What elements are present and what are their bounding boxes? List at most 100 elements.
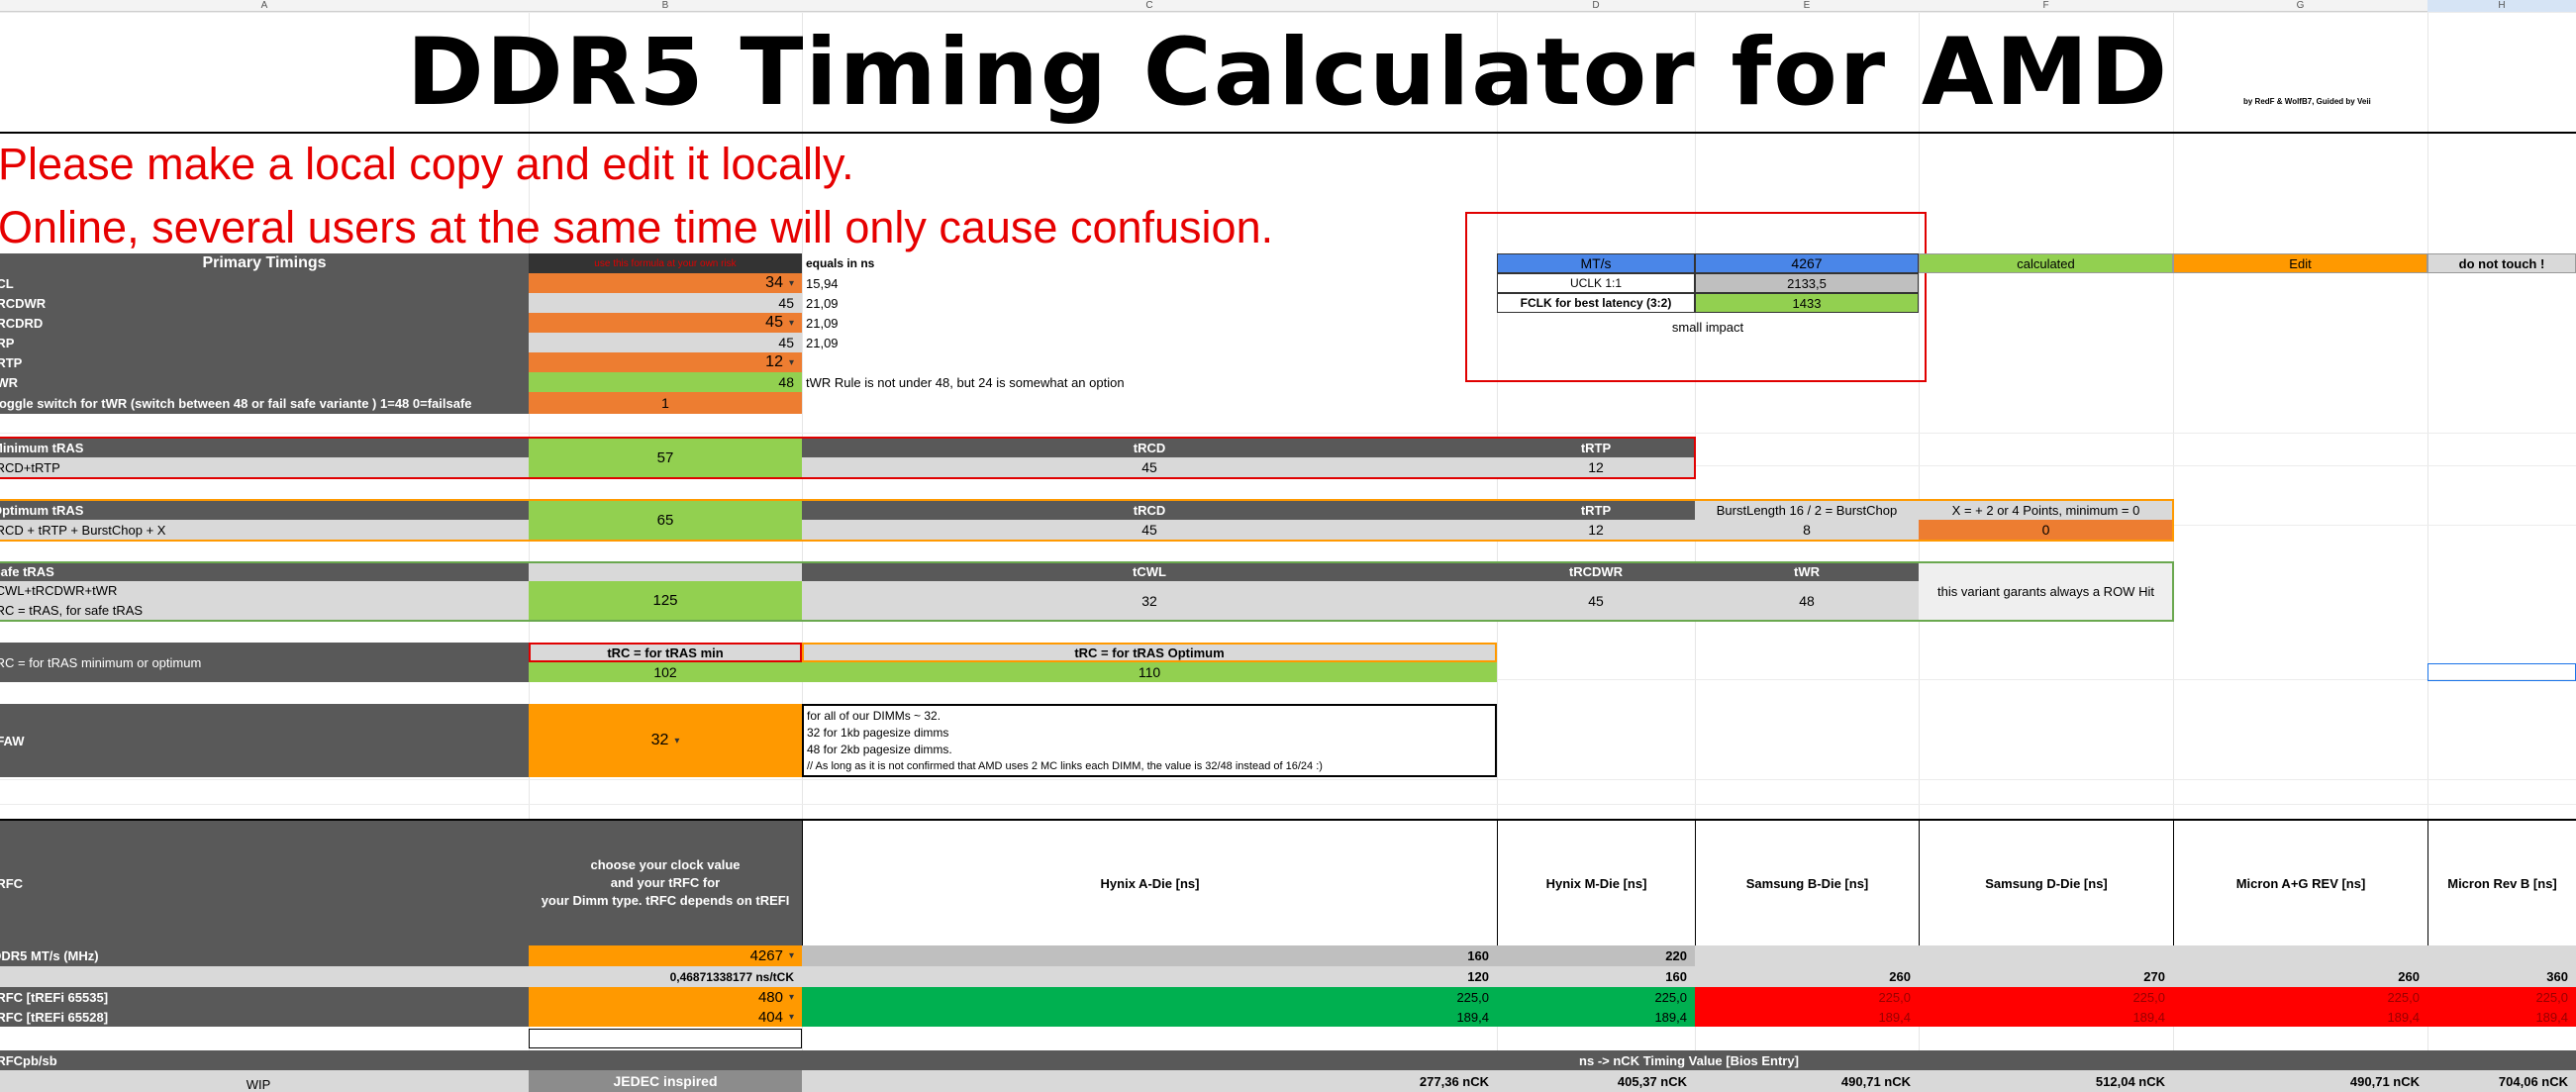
clock-box-frame (1465, 212, 1927, 382)
label-trcdrd: tRCDRD (0, 313, 529, 333)
risk-warning: use this formula at your own risk (529, 253, 802, 273)
safe-tras-note: this variant garants always a ROW Hit (1919, 562, 2173, 620)
samsung-d-270: 270 (1919, 966, 2173, 987)
safe-tras-value: 125 (529, 581, 802, 620)
label-trtp: tRTP (0, 352, 529, 372)
safe-tras-formula-2: tRC = tRAS, for safe tRAS (0, 600, 529, 620)
micron-ag-blank (2173, 945, 2427, 966)
safe-tras-trcdwr-header: tRCDWR (1497, 562, 1695, 581)
tcl-dropdown[interactable]: 34 (529, 273, 802, 293)
trfcpb-wip: WIP (0, 1070, 529, 1092)
trfc1-label: tRFC [tREFi 65535] (0, 987, 529, 1007)
nck-samsung-d: 512,04 nCK (1919, 1070, 2173, 1092)
column-header-e[interactable]: E (1803, 0, 1811, 11)
opt-tras-trcd-value: 45 (802, 520, 1497, 540)
trp-value: 45 (529, 333, 802, 352)
mts-value[interactable]: 4267 (1695, 253, 1919, 273)
trfc2-micron-b: 189,4 (2427, 1007, 2576, 1027)
ddr5-mts-dropdown[interactable]: 4267 (529, 945, 802, 966)
opt-tras-value: 65 (529, 500, 802, 540)
ns-per-tck-label-cell (0, 966, 529, 987)
trfc2-dropdown[interactable]: 404 (529, 1007, 802, 1027)
die-header-samsung-d: Samsung D-Die [ns] (1919, 821, 2173, 945)
twr-toggle-input[interactable]: 1 (529, 392, 802, 414)
trfc2-label: tRFC [tREFi 65528] (0, 1007, 529, 1027)
opt-tras-x-input[interactable]: 0 (1919, 520, 2173, 540)
fclk-label: FCLK for best latency (3:2) (1497, 293, 1695, 313)
trfc-choose-text: choose your clock value and your tRFC fo… (529, 821, 802, 945)
column-header-a[interactable]: A (260, 0, 268, 11)
trcdwr-ns: 21,09 (806, 295, 839, 311)
trc-min-value: 102 (529, 662, 802, 682)
selected-cell[interactable] (2427, 663, 2576, 681)
label-tcl: tCL (0, 273, 529, 293)
micron-b-360: 360 (2427, 966, 2576, 987)
trfc1-dropdown[interactable]: 480 (529, 987, 802, 1007)
column-header-d[interactable]: D (1592, 0, 1600, 11)
trfcpb-header-left (529, 1050, 802, 1070)
trfcpb-label: tRFCpb/sb (0, 1050, 529, 1070)
nck-micron-b: 704,06 nCK (2427, 1070, 2576, 1092)
samsung-b-blank (1695, 945, 1919, 966)
trfc-top-border (0, 819, 2576, 821)
column-header-f[interactable]: F (2042, 0, 2049, 11)
trc-opt-header: tRC = for tRAS Optimum (802, 643, 1497, 662)
page-title: DDR5 Timing Calculator for AMD (406, 18, 2170, 127)
min-tras-label: Minimum tRAS (0, 438, 529, 457)
nck-hynix-a: 277,36 nCK (802, 1070, 1497, 1092)
hynix-a-160: 160 (802, 945, 1497, 966)
opt-tras-trtp-header: tRTP (1497, 500, 1695, 520)
column-header-c[interactable]: C (1145, 0, 1153, 11)
safe-tras-frame (0, 561, 2174, 622)
die-header-micron-ag: Micron A+G REV [ns] (2173, 821, 2427, 945)
trfc1-hynix-a: 225,0 (802, 987, 1497, 1007)
die-header-hynix-m: Hynix M-Die [ns] (1497, 821, 1695, 945)
twr-toggle-label: Toggle switch for tWR (switch between 48… (0, 392, 529, 414)
tfaw-note-2: 32 for 1kb pagesize dimms (807, 726, 949, 740)
safe-tras-label: Safe tRAS (0, 562, 529, 581)
min-tras-frame (0, 437, 1696, 479)
tfaw-note-3: 48 for 2kb pagesize dimms. (807, 743, 952, 756)
nck-samsung-b: 490,71 nCK (1695, 1070, 1919, 1092)
trfc1-micron-b: 225,0 (2427, 987, 2576, 1007)
ns-per-tck: 0,46871338177 ns/tCK (529, 966, 802, 987)
title-underline (0, 132, 2576, 134)
die-header-hynix-a: Hynix A-Die [ns] (802, 821, 1497, 945)
safe-tras-tcwl-header: tCWL (802, 562, 1497, 581)
tcl-ns: 15,94 (806, 275, 839, 291)
tfaw-note-4: // As long as it is not confirmed that A… (807, 760, 1323, 772)
trfc1-samsung-d: 225,0 (1919, 987, 2173, 1007)
die-header-samsung-b: Samsung B-Die [ns] (1695, 821, 1919, 945)
ns-column-header: equals in ns (806, 256, 875, 270)
opt-tras-trtp-value: 12 (1497, 520, 1695, 540)
samsung-b-260: 260 (1695, 966, 1919, 987)
column-header-h[interactable]: H (2427, 0, 2576, 12)
twr-note: tWR Rule is not under 48, but 24 is some… (806, 374, 1125, 390)
trc-opt-value: 110 (802, 662, 1497, 682)
trfc2-samsung-b: 189,4 (1695, 1007, 1919, 1027)
column-header-g[interactable]: G (2296, 0, 2305, 11)
tfaw-dropdown[interactable]: 32 (529, 704, 802, 777)
min-tras-trtp-header: tRTP (1497, 438, 1695, 457)
hynix-m-160: 160 (1497, 966, 1695, 987)
tfaw-notes: for all of our DIMMs ~ 32. 32 for 1kb pa… (802, 704, 1497, 777)
trcdwr-value: 45 (529, 293, 802, 313)
min-tras-trcd-value: 45 (802, 457, 1497, 477)
trfc-blank-input[interactable] (529, 1029, 802, 1048)
trfcpb-ns-nck-header: ns -> nCK Timing Value [Bios Entry] (802, 1050, 2576, 1070)
safe-tras-formula: tCWL+tRCDWR+tWR (0, 581, 529, 600)
trfc2-hynix-m: 189,4 (1497, 1007, 1695, 1027)
column-header-b[interactable]: B (661, 0, 669, 11)
trc-label: tRC = for tRAS minimum or optimum (0, 643, 529, 682)
column-header-bar (0, 0, 2576, 12)
trfc1-micron-ag: 225,0 (2173, 987, 2427, 1007)
trp-ns: 21,09 (806, 335, 839, 350)
die-header-micron-b: Micron Rev B [ns] (2427, 821, 2576, 945)
fclk-value: 1433 (1695, 293, 1919, 313)
primary-timings-header: Primary Timings (0, 253, 529, 273)
trcdrd-dropdown[interactable]: 45 (529, 313, 802, 333)
trtp-dropdown[interactable]: 12 (529, 352, 802, 372)
hynix-m-220: 220 (1497, 945, 1695, 966)
nck-hynix-m: 405,37 nCK (1497, 1070, 1695, 1092)
legend-do-not-touch: do not touch ! (2427, 253, 2576, 273)
